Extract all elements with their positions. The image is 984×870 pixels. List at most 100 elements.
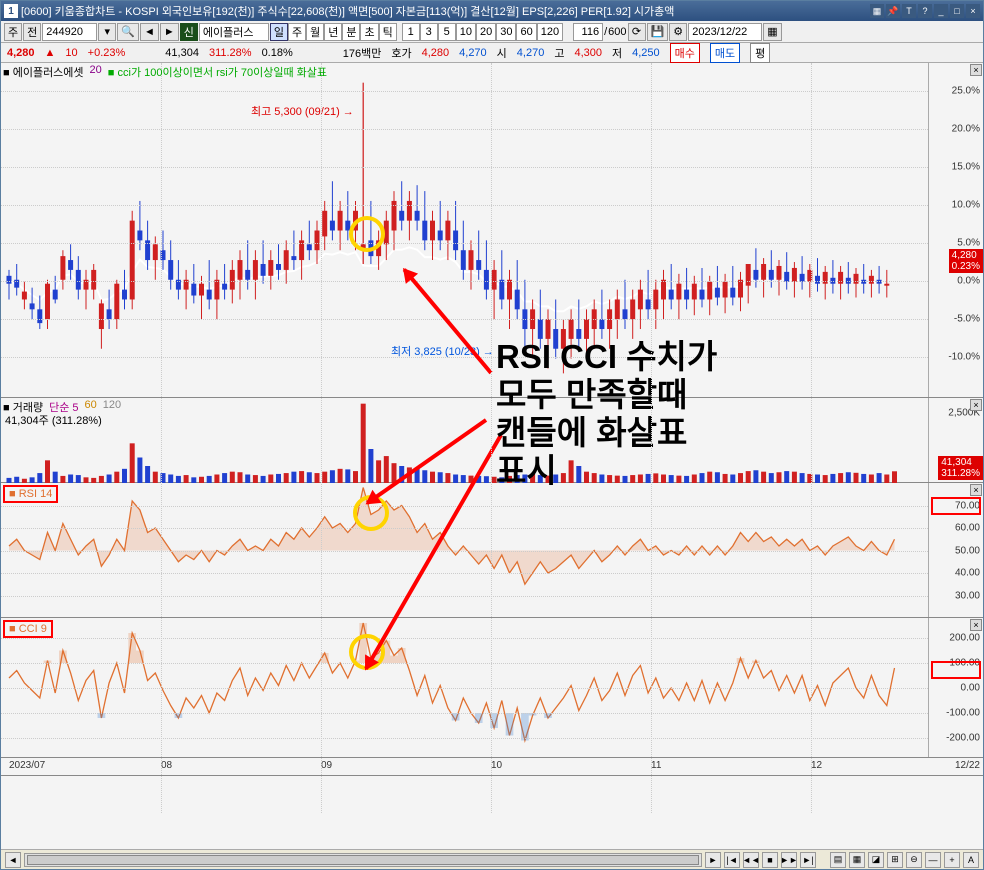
maximize-icon[interactable]: □ <box>950 4 964 18</box>
rsi-panel[interactable]: × 70.0060.0050.0040.0030.00 ■ RSI 14 <box>1 483 983 618</box>
window-title: [0600] 키움종합차트 - KOSPI 외국인보유[192(천)] 주식수[… <box>21 3 870 19</box>
help-icon[interactable]: ? <box>918 4 932 18</box>
nav-left-icon[interactable]: ◄ <box>140 23 159 41</box>
price-chart-panel[interactable]: ■ 에이플러스에셋 20 ■ cci가 100이상이면서 rsi가 70이상일때… <box>1 63 983 398</box>
panel-close-icon[interactable]: × <box>970 484 982 496</box>
nav-stop-icon[interactable]: ■ <box>762 852 778 868</box>
avg-button[interactable]: 평 <box>750 43 770 63</box>
volume-chart-svg <box>1 398 928 483</box>
range-btn-10[interactable]: 10 <box>456 23 476 41</box>
layout-icon[interactable]: ▦ <box>870 4 884 18</box>
high-price: 4,300 <box>574 47 602 59</box>
period-btn-초[interactable]: 초 <box>360 23 378 41</box>
zoom-out-icon[interactable]: ⊖ <box>906 852 922 868</box>
range-btn-20[interactable]: 20 <box>476 23 496 41</box>
rsi-70-box <box>931 497 981 515</box>
panel-close-icon[interactable]: × <box>970 64 982 76</box>
bottom-toolbar: ◄ ► |◄ ◄◄ ■ ►► ►| ▤ ▦ ◪ ⊞ ⊖ — + A <box>1 849 983 869</box>
time-label: 12 <box>811 760 822 771</box>
calendar-icon[interactable]: ▦ <box>763 23 781 41</box>
save-icon[interactable]: 💾 <box>647 23 669 41</box>
search-icon[interactable]: 🔍 <box>117 23 139 41</box>
refresh-icon[interactable]: ⟳ <box>628 23 646 41</box>
period-buttons: 일주월년분초틱 <box>270 23 397 41</box>
hoga1: 4,280 <box>422 47 450 59</box>
volume-panel[interactable]: ■ 거래량 단순 5 60 120 41,304주 (311.28%) × 2,… <box>1 398 983 483</box>
vol-ma1: 단순 5 <box>49 399 78 415</box>
range-btn-1[interactable]: 1 <box>402 23 420 41</box>
bar-count-input[interactable] <box>573 23 603 41</box>
cci-panel[interactable]: × 200.00100.000.00-100.00-200.00 ■ CCI 9 <box>1 618 983 758</box>
period-btn-주[interactable]: 주 <box>288 23 306 41</box>
high-label-text: 최고 5,300 (09/21) → <box>251 103 354 119</box>
scroll-right-icon[interactable]: ► <box>705 852 721 868</box>
scroll-far-left-icon[interactable]: ◄ <box>5 852 21 868</box>
panel-close-icon[interactable]: × <box>970 619 982 631</box>
scrollbar-thumb[interactable] <box>27 855 699 865</box>
price-info-row: 4,280 ▲ 10 +0.23% 41,304 311.28% 0.18% 1… <box>1 43 983 63</box>
period-dropdown[interactable]: 주 <box>4 23 22 41</box>
settings-icon[interactable]: ⚙ <box>669 23 687 41</box>
tool3-icon[interactable]: ◪ <box>868 852 884 868</box>
ma-label: 20 <box>90 64 102 80</box>
sell-button[interactable]: 매도 <box>710 43 740 63</box>
range-btn-120[interactable]: 120 <box>537 23 563 41</box>
chart-area: ■ 에이플러스에셋 20 ■ cci가 100이상이면서 rsi가 70이상일때… <box>1 63 983 849</box>
text-icon[interactable]: T <box>902 4 916 18</box>
volume-flag: 41,304311.28% <box>938 456 983 480</box>
period-btn-틱[interactable]: 틱 <box>379 23 397 41</box>
price-flag: 4,2800.23% <box>949 249 983 273</box>
time-label: 10 <box>491 760 502 771</box>
price-y-axis: 25.0%20.0%15.0%10.0%5.0%0.0%-5.0%-10.0% <box>928 63 983 397</box>
panel-close-icon[interactable]: × <box>970 399 982 411</box>
rsi-label: ■ RSI 14 <box>9 488 52 500</box>
period-btn-일[interactable]: 일 <box>270 23 288 41</box>
range-btn-60[interactable]: 60 <box>516 23 536 41</box>
scrollbar[interactable] <box>24 853 702 867</box>
tool1-icon[interactable]: ▤ <box>830 852 846 868</box>
main-window: 1 [0600] 키움종합차트 - KOSPI 외국인보유[192(천)] 주식… <box>0 0 984 870</box>
code-dropdown-icon[interactable]: ▾ <box>98 23 116 41</box>
cci-y-axis: 200.00100.000.00-100.00-200.00 <box>928 618 983 757</box>
zoom-reset-icon[interactable]: — <box>925 852 941 868</box>
tool4-icon[interactable]: ⊞ <box>887 852 903 868</box>
time-label: 11 <box>651 760 661 771</box>
low-label: 저 <box>612 45 622 61</box>
buy-button[interactable]: 매수 <box>670 43 700 63</box>
auto-icon[interactable]: A <box>963 852 979 868</box>
period-btn-분[interactable]: 분 <box>342 23 360 41</box>
time-axis: 12/22 2023/07 08 09 10 11 12 <box>1 758 983 776</box>
nav-right-icon[interactable]: ► <box>160 23 179 41</box>
app-icon: 1 <box>4 4 18 18</box>
low-price: 4,250 <box>632 47 660 59</box>
nav-prev-icon[interactable]: ◄◄ <box>743 852 759 868</box>
time-label: 08 <box>161 760 172 771</box>
nav-last-icon[interactable]: ►| <box>800 852 816 868</box>
tool2-icon[interactable]: ▦ <box>849 852 865 868</box>
hoga2: 4,270 <box>459 47 487 59</box>
stock-code-input[interactable] <box>42 23 97 41</box>
date-input[interactable] <box>688 23 762 41</box>
zoom-in-icon[interactable]: + <box>944 852 960 868</box>
prev-button[interactable]: 전 <box>23 23 41 41</box>
time-label: 2023/07 <box>9 760 45 771</box>
last-date: 12/22 <box>955 760 980 771</box>
nav-next-icon[interactable]: ►► <box>781 852 797 868</box>
range-btn-5[interactable]: 5 <box>438 23 456 41</box>
range-btn-30[interactable]: 30 <box>496 23 516 41</box>
open-label: 시 <box>497 45 507 61</box>
minimize-icon[interactable]: _ <box>934 4 948 18</box>
volume-panel-header: ■ 거래량 단순 5 60 120 <box>3 399 121 415</box>
main-toolbar: 주 전 ▾ 🔍 ◄ ► 신 에이플러스 일주월년분초틱 135102030601… <box>1 21 983 43</box>
pin-icon[interactable]: 📌 <box>886 4 900 18</box>
nav-first-icon[interactable]: |◄ <box>724 852 740 868</box>
cci-label-box: ■ CCI 9 <box>3 620 53 638</box>
range-btn-3[interactable]: 3 <box>420 23 438 41</box>
period-btn-월[interactable]: 월 <box>306 23 324 41</box>
time-label: 09 <box>321 760 332 771</box>
close-icon[interactable]: × <box>966 4 980 18</box>
price-pct: +0.23% <box>88 47 126 59</box>
window-controls: ▦ 📌 T ? _ □ × <box>870 4 980 18</box>
current-price: 4,280 <box>7 47 35 59</box>
period-btn-년[interactable]: 년 <box>324 23 342 41</box>
